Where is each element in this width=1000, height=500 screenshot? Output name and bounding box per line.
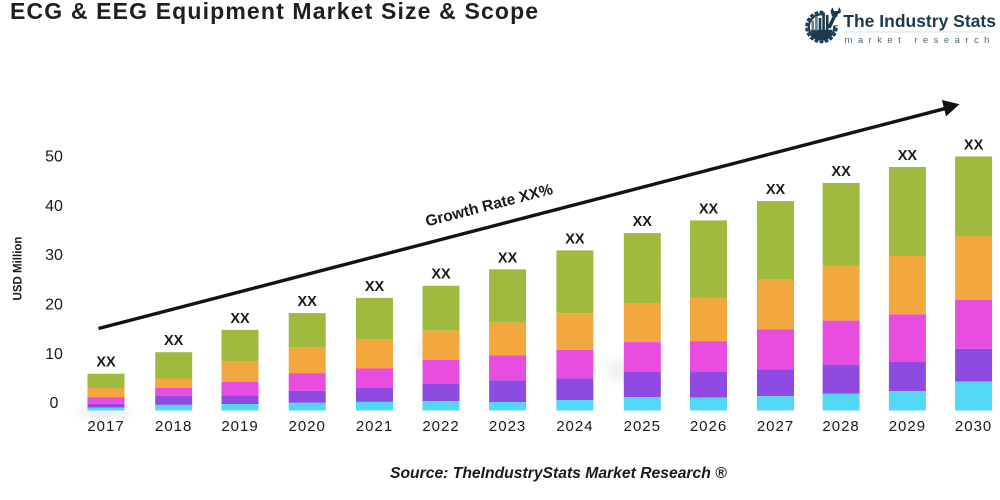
svg-text:XX: XX — [431, 267, 451, 283]
svg-text:Growth Rate XX%: Growth Rate XX% — [424, 181, 555, 230]
svg-text:XX: XX — [96, 355, 116, 371]
svg-text:2024: 2024 — [556, 418, 593, 435]
svg-text:10: 10 — [45, 346, 63, 363]
svg-text:2018: 2018 — [155, 418, 192, 435]
svg-text:50: 50 — [45, 149, 63, 166]
svg-text:2017: 2017 — [87, 418, 124, 435]
svg-text:2022: 2022 — [422, 418, 459, 435]
svg-text:XX: XX — [164, 333, 184, 349]
svg-text:XX: XX — [699, 201, 719, 217]
svg-text:ECG & EEG Equipment Market Siz: ECG & EEG Equipment Market Size & Scope — [10, 0, 539, 24]
svg-text:XX: XX — [565, 231, 585, 247]
svg-text:2027: 2027 — [757, 418, 794, 435]
svg-text:XX: XX — [633, 214, 653, 230]
svg-text:2026: 2026 — [690, 418, 727, 435]
svg-text:XX: XX — [766, 182, 786, 198]
svg-text:20: 20 — [45, 297, 63, 314]
svg-text:Source: TheIndustryStats Marke: Source: TheIndustryStats Market Research… — [390, 465, 727, 482]
svg-text:XX: XX — [898, 148, 918, 164]
svg-text:The Industry Stats: The Industry Stats — [843, 11, 996, 31]
svg-text:2030: 2030 — [955, 418, 992, 435]
svg-text:2019: 2019 — [221, 418, 258, 435]
svg-text:2028: 2028 — [822, 418, 859, 435]
svg-text:XX: XX — [365, 279, 385, 295]
svg-text:market research: market research — [845, 35, 995, 46]
svg-text:2023: 2023 — [489, 418, 526, 435]
svg-text:2025: 2025 — [624, 418, 661, 435]
svg-text:30: 30 — [45, 247, 63, 264]
svg-text:XX: XX — [230, 311, 250, 327]
svg-text:2021: 2021 — [356, 418, 393, 435]
svg-text:XX: XX — [964, 137, 984, 153]
svg-text:2029: 2029 — [889, 418, 926, 435]
svg-text:0: 0 — [50, 395, 59, 412]
svg-text:USD Million: USD Million — [13, 237, 25, 301]
svg-text:XX: XX — [831, 164, 851, 180]
svg-text:40: 40 — [45, 198, 63, 215]
svg-text:XX: XX — [298, 294, 318, 310]
svg-text:XX: XX — [498, 250, 518, 266]
svg-text:2020: 2020 — [289, 418, 326, 435]
